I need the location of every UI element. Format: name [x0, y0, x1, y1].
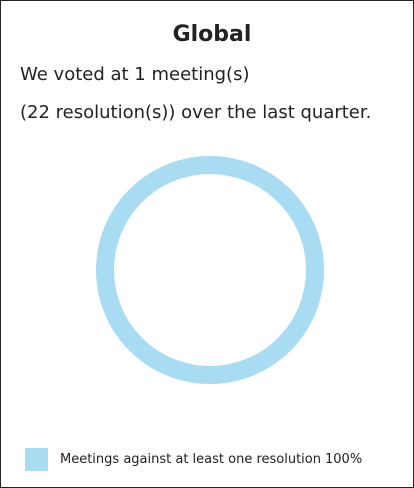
legend-label: Meetings against at least one resolution…	[60, 452, 362, 467]
subtitle: (22 resolution(s)) over the last quarter…	[20, 102, 371, 123]
donut-slice	[96, 156, 324, 384]
legend-swatch	[25, 448, 48, 471]
subtitle: We voted at 1 meeting(s)	[20, 64, 249, 85]
legend-name: Meetings against at least one resolution	[60, 452, 321, 467]
chart-title: Global	[173, 22, 252, 47]
legend-value: 100%	[325, 452, 362, 467]
